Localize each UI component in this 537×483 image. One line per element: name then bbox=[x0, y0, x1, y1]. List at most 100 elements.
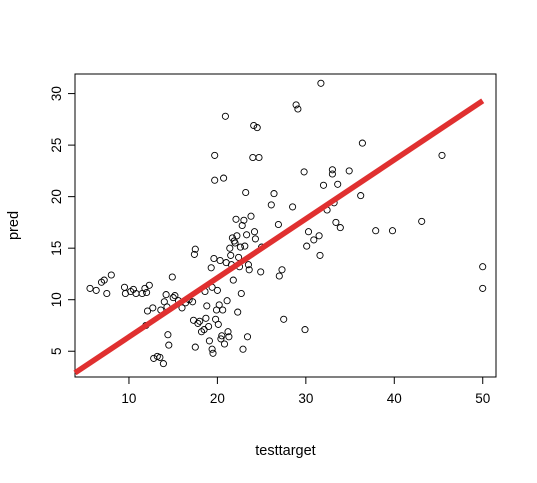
data-point bbox=[241, 242, 249, 250]
data-point bbox=[250, 228, 259, 236]
data-point bbox=[231, 239, 239, 247]
data-point bbox=[244, 261, 252, 269]
data-point bbox=[328, 170, 336, 178]
data-point bbox=[226, 244, 234, 252]
data-point bbox=[216, 256, 224, 265]
data-point bbox=[267, 201, 275, 209]
data-point bbox=[103, 289, 111, 298]
data-point bbox=[202, 314, 210, 322]
data-point bbox=[100, 276, 108, 284]
data-point bbox=[169, 294, 177, 302]
data-point bbox=[289, 203, 297, 211]
data-point bbox=[310, 236, 318, 244]
data-point bbox=[357, 192, 365, 200]
data-point bbox=[191, 343, 199, 351]
data-point bbox=[178, 304, 186, 312]
y-axis-label: pred bbox=[6, 211, 22, 240]
data-point bbox=[208, 345, 216, 353]
data-point bbox=[319, 181, 328, 189]
data-point bbox=[479, 263, 487, 271]
data-point bbox=[229, 276, 237, 284]
data-point bbox=[211, 176, 219, 184]
data-point bbox=[92, 286, 100, 294]
data-point bbox=[315, 232, 323, 240]
data-point bbox=[189, 316, 198, 324]
x-tick-label: 40 bbox=[387, 391, 402, 406]
data-point bbox=[196, 317, 204, 325]
plot-frame bbox=[74, 73, 497, 378]
x-axis-label: testtarget bbox=[255, 443, 315, 459]
data-point bbox=[243, 231, 251, 239]
data-point bbox=[280, 315, 288, 323]
data-point bbox=[171, 292, 179, 300]
x-tick-label: 10 bbox=[121, 391, 136, 406]
data-point bbox=[194, 319, 202, 327]
data-point bbox=[345, 167, 353, 175]
data-point bbox=[238, 221, 246, 230]
data-point bbox=[239, 345, 247, 353]
data-point bbox=[213, 286, 221, 294]
data-point bbox=[438, 151, 446, 159]
data-point bbox=[224, 328, 232, 336]
data-point bbox=[232, 215, 240, 223]
data-point bbox=[334, 180, 342, 188]
data-point bbox=[107, 271, 115, 279]
regression-line bbox=[73, 98, 485, 376]
data-point bbox=[304, 228, 313, 236]
data-point bbox=[164, 331, 172, 339]
data-point bbox=[418, 217, 426, 225]
data-point bbox=[236, 243, 244, 251]
data-point bbox=[372, 227, 380, 235]
data-point bbox=[145, 281, 153, 289]
data-point bbox=[156, 353, 164, 361]
data-point bbox=[211, 151, 219, 159]
data-point bbox=[223, 297, 231, 305]
x-tick-label: 50 bbox=[475, 391, 490, 406]
data-point bbox=[243, 333, 252, 341]
data-point bbox=[316, 251, 324, 259]
data-point bbox=[190, 250, 198, 258]
data-point bbox=[270, 190, 278, 198]
data-point bbox=[275, 272, 283, 280]
data-point bbox=[388, 227, 397, 235]
data-point bbox=[149, 304, 157, 312]
data-point bbox=[234, 308, 242, 316]
data-point bbox=[209, 349, 217, 357]
data-point bbox=[225, 333, 233, 341]
data-point bbox=[336, 224, 344, 232]
data-point bbox=[240, 216, 248, 224]
data-point bbox=[317, 79, 325, 87]
data-point bbox=[214, 320, 222, 328]
data-point bbox=[358, 139, 366, 147]
data-point bbox=[249, 153, 257, 162]
data-point bbox=[220, 340, 229, 348]
data-point bbox=[215, 301, 223, 309]
data-point bbox=[257, 268, 265, 276]
data-point bbox=[205, 322, 213, 331]
data-point bbox=[251, 235, 259, 243]
y-tick-label: 30 bbox=[49, 86, 64, 101]
data-point bbox=[217, 335, 225, 343]
y-tick-label: 5 bbox=[49, 347, 64, 355]
data-point bbox=[219, 306, 227, 314]
y-tick-label: 20 bbox=[49, 189, 64, 204]
data-point bbox=[189, 298, 197, 306]
data-point bbox=[165, 341, 173, 349]
data-point bbox=[332, 218, 340, 226]
y-tick-label: 25 bbox=[49, 138, 64, 153]
data-point bbox=[221, 112, 229, 120]
data-point bbox=[301, 326, 309, 334]
data-point bbox=[227, 251, 235, 259]
data-point bbox=[245, 266, 253, 274]
data-point bbox=[218, 332, 226, 340]
x-tick-label: 30 bbox=[298, 391, 313, 406]
data-point bbox=[162, 291, 170, 299]
data-point bbox=[300, 168, 308, 176]
data-point bbox=[328, 166, 336, 174]
x-axis: 10 20 30 40 50 bbox=[121, 377, 490, 406]
data-point bbox=[237, 289, 245, 298]
data-point bbox=[255, 153, 263, 162]
data-point bbox=[159, 360, 167, 368]
